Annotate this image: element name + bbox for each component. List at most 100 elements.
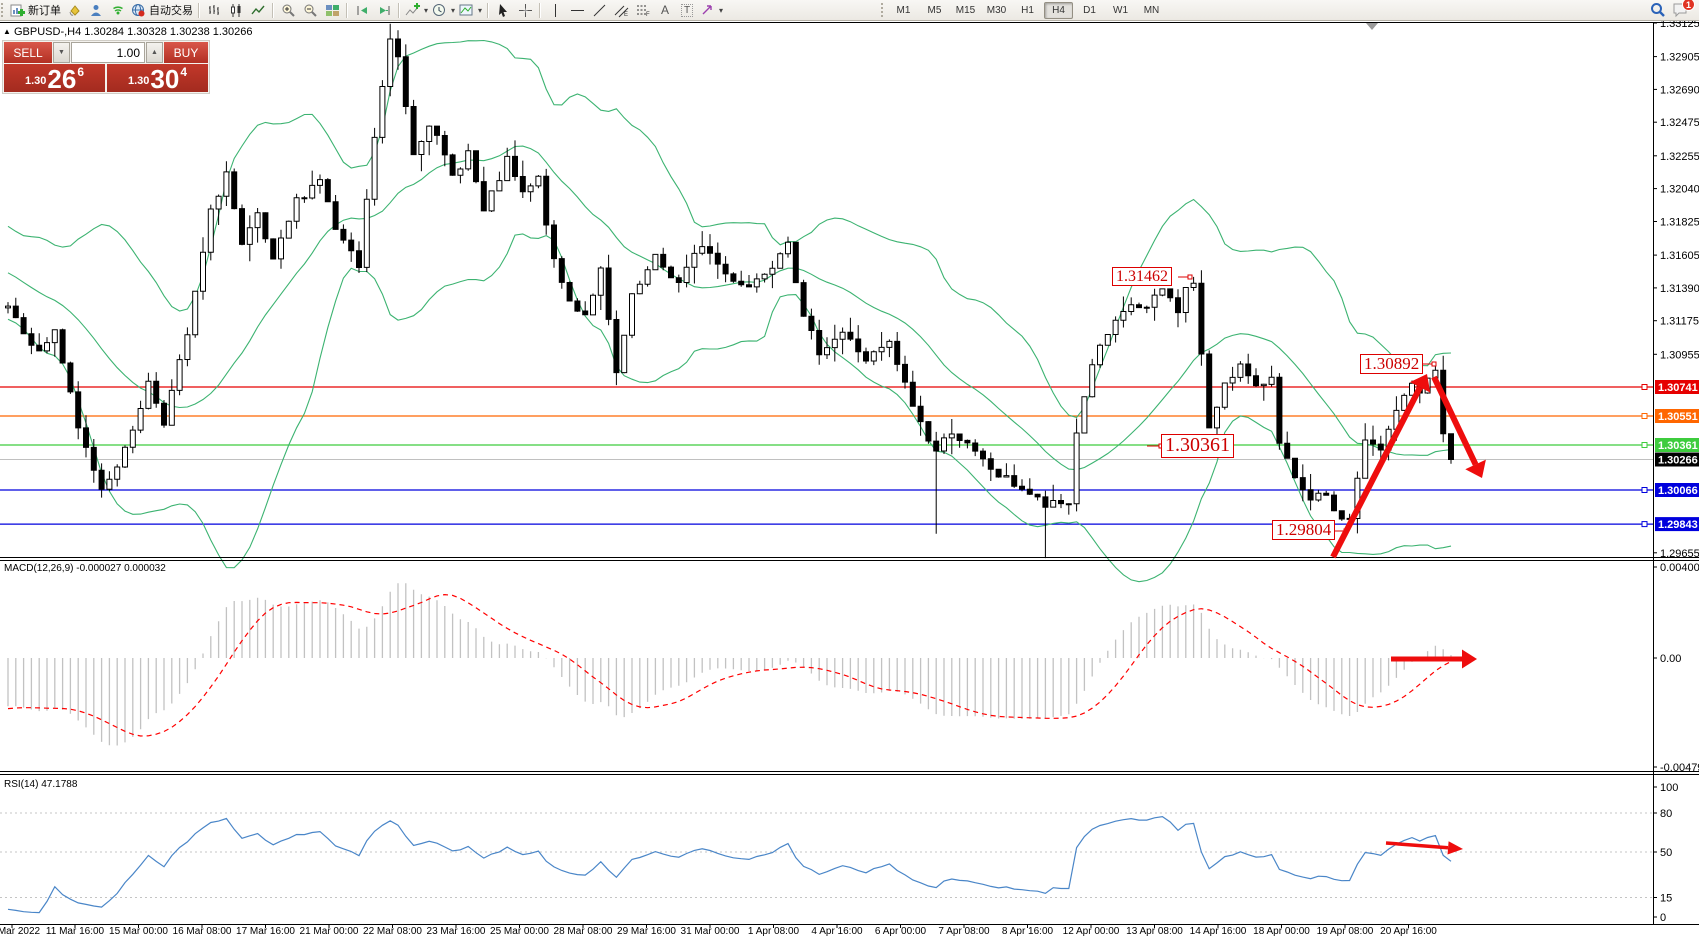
timeframe-button-M30[interactable]: M30 [986,4,1007,16]
periods-button[interactable] [430,1,457,19]
trendline-tool-button[interactable] [588,1,610,19]
auto-scroll-button[interactable] [351,1,373,19]
volume-increase-button[interactable]: ▲ [146,42,163,63]
crosshair-tool-button[interactable] [514,1,536,19]
rsi-line [7,815,1452,914]
svg-text:1.31175: 1.31175 [1660,316,1699,328]
zoom-out-button[interactable] [299,1,321,19]
svg-text:16 Mar 08:00: 16 Mar 08:00 [173,926,232,936]
autotrade-button[interactable]: 自动交易 [129,1,195,19]
svg-text:19 Apr 08:00: 19 Apr 08:00 [1317,926,1374,936]
trend-arrow-head [1462,649,1477,669]
line-chart-button[interactable] [247,1,269,19]
price-annotation[interactable]: 1.30892 [1360,354,1424,375]
text-label-tool-button[interactable]: T [676,1,698,19]
search-button[interactable] [1647,1,1669,19]
styler-button[interactable] [63,1,85,19]
bollinger-middle-band [7,145,1452,471]
svg-text:1.32040: 1.32040 [1660,184,1699,196]
bull-candles [5,38,1439,520]
main-toolbar: 新订单 自动交易 [0,0,1699,21]
zoom-in-button[interactable] [277,1,299,19]
macd-indicator-label: MACD(12,26,9) -0.000027 0.000032 [4,563,166,574]
price-annotation[interactable]: 1.29804 [1272,520,1336,541]
bar-chart-button[interactable] [203,1,225,19]
svg-text:1.29843: 1.29843 [1658,519,1698,531]
sell-price-button[interactable]: 1.30 26 6 [4,64,105,92]
chart-shift-button[interactable] [373,1,395,19]
volume-decrease-button[interactable]: ▼ [53,42,70,63]
svg-text:50: 50 [1660,847,1672,859]
timeframe-button-M1[interactable]: M1 [896,4,911,16]
one-click-trade-panel: SELL ▼ ▲ BUY 1.30 26 6 1.30 30 4 [2,40,210,94]
tile-windows-button[interactable] [321,1,343,19]
horizontal-line-tool-button[interactable] [566,1,588,19]
time-axis: 10 Mar 2022 11 Mar 16:00 15 Mar 00:00 16 Ma… [0,925,1437,936]
svg-text:80: 80 [1660,808,1672,820]
new-order-icon [10,3,25,18]
dropdown-caret-icon [450,4,455,16]
price-tag: 1.30066 [1655,483,1699,497]
timeframe-button-MN[interactable]: MN [1143,4,1160,16]
vertical-line-tool-button[interactable] [544,1,566,19]
toolbar-separator [487,2,490,18]
horizontal-line-icon [570,3,585,18]
chart-plot-area[interactable] [0,22,1699,925]
chart-shift-marker-icon[interactable] [1366,23,1378,30]
new-order-button[interactable]: 新订单 [8,1,63,19]
price-annotation[interactable]: 1.30361 [1161,434,1234,458]
signals-button[interactable] [107,1,129,19]
dropdown-caret-icon [423,4,428,16]
svg-text:-0.00479: -0.00479 [1660,762,1699,774]
timeframe-button-M5[interactable]: M5 [927,4,942,16]
timeframe-button-M15[interactable]: M15 [955,4,976,16]
autotrade-label: 自动交易 [149,5,193,17]
volume-input[interactable] [71,42,145,63]
toolbar-group-right: 1 [1647,0,1695,20]
timeframe-button-H4[interactable]: H4 [1044,1,1073,19]
trend-arrow-head [1410,374,1431,393]
profiles-button[interactable] [85,1,107,19]
candlesticks [5,23,1454,559]
buy-button[interactable]: BUY [164,42,208,63]
dropdown-caret-icon [477,4,482,16]
rsi-indicator-label: RSI(14) 47.1788 [4,779,78,790]
svg-text:23 Mar 16:00: 23 Mar 16:00 [427,926,486,936]
svg-text:0.00: 0.00 [1660,653,1681,665]
fibonacci-tool-button[interactable]: F [632,1,654,19]
price-annotation[interactable]: 1.31462 [1112,267,1172,287]
symbol-icon [3,27,11,36]
horizontal-lines[interactable] [0,384,1653,528]
buy-price-button[interactable]: 1.30 30 4 [107,64,208,92]
svg-text:12 Apr 00:00: 12 Apr 00:00 [1063,926,1120,936]
candlestick-chart-button[interactable] [225,1,247,19]
svg-text:21 Mar 00:00: 21 Mar 00:00 [300,926,359,936]
svg-text:15 Mar 00:00: 15 Mar 00:00 [109,926,168,936]
svg-text:1.32905: 1.32905 [1660,52,1699,64]
sell-price-prefix: 1.30 [24,75,47,87]
toolbar-separator [539,2,542,18]
svg-text:1.30741: 1.30741 [1658,382,1698,394]
svg-text:11 Mar 16:00: 11 Mar 16:00 [46,926,105,936]
text-tool-button[interactable]: A [654,1,676,19]
bear-candles [12,38,1454,520]
trend-arrows[interactable] [1330,374,1486,855]
sell-button[interactable]: SELL [4,42,52,63]
timeframe-button-D1[interactable]: D1 [1083,4,1096,16]
macd-pane [7,583,1452,746]
svg-text:F: F [646,12,650,18]
indicators-button[interactable] [403,1,430,19]
indicators-add-icon [405,2,420,18]
svg-text:20 Apr 16:00: 20 Apr 16:00 [1380,926,1437,936]
templates-button[interactable] [457,1,484,19]
svg-text:17 Mar 16:00: 17 Mar 16:00 [236,926,295,936]
cursor-tool-button[interactable] [492,1,514,19]
notifications-button[interactable]: 1 [1669,0,1695,19]
timeframe-button-H1[interactable]: H1 [1021,4,1034,16]
arrows-tool-button[interactable] [698,1,725,19]
bar-chart-icon [207,3,222,18]
channel-tool-button[interactable]: E [610,1,632,19]
timeframe-button-W1[interactable]: W1 [1113,4,1128,16]
toolbar-separator [346,2,348,18]
